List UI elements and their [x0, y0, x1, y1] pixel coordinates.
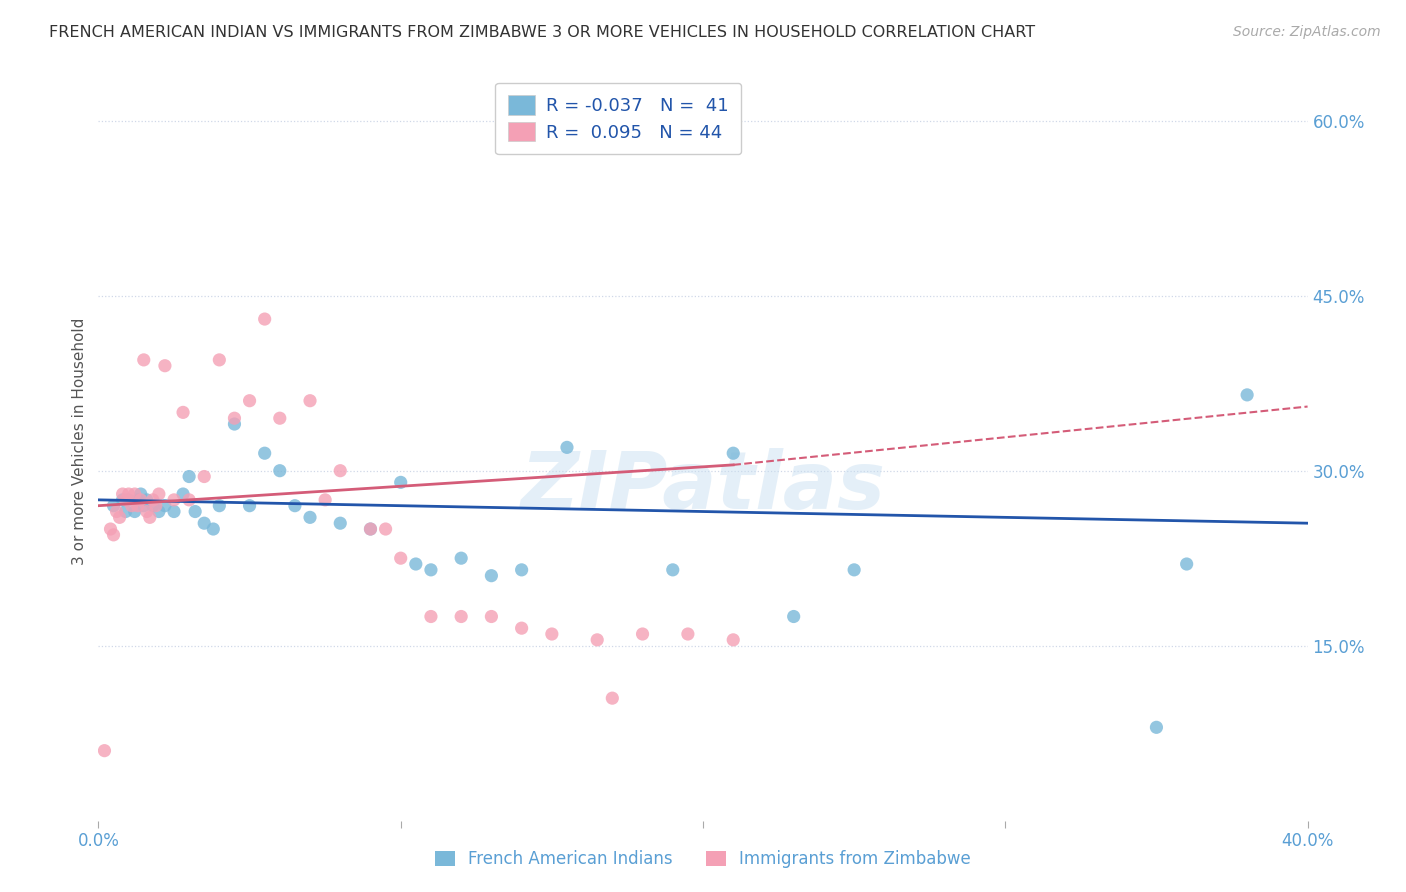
- Point: [723, 632, 745, 647]
- Point: [108, 510, 131, 524]
- Point: [172, 405, 194, 419]
- Point: [450, 551, 472, 566]
- Point: [224, 417, 246, 431]
- Legend: French American Indians, Immigrants from Zimbabwe: French American Indians, Immigrants from…: [426, 842, 980, 877]
- Point: [1236, 388, 1258, 402]
- Point: [1144, 720, 1167, 734]
- Point: [172, 487, 194, 501]
- Point: [239, 393, 262, 408]
- Point: [129, 487, 152, 501]
- Point: [420, 609, 443, 624]
- Point: [114, 504, 136, 518]
- Point: [208, 499, 231, 513]
- Point: [299, 510, 322, 524]
- Point: [420, 563, 443, 577]
- Text: FRENCH AMERICAN INDIAN VS IMMIGRANTS FROM ZIMBABWE 3 OR MORE VEHICLES IN HOUSEHO: FRENCH AMERICAN INDIAN VS IMMIGRANTS FRO…: [49, 25, 1035, 40]
- Point: [1175, 557, 1198, 571]
- Point: [202, 522, 225, 536]
- Point: [124, 504, 146, 518]
- Point: [208, 352, 231, 367]
- Point: [179, 469, 201, 483]
- Point: [135, 492, 157, 507]
- Point: [139, 510, 162, 524]
- Point: [844, 563, 866, 577]
- Point: [118, 492, 141, 507]
- Point: [269, 411, 291, 425]
- Point: [253, 446, 276, 460]
- Text: ZIPatlas: ZIPatlas: [520, 448, 886, 526]
- Point: [103, 528, 125, 542]
- Point: [142, 492, 165, 507]
- Point: [103, 499, 125, 513]
- Point: [129, 492, 152, 507]
- Point: [105, 504, 128, 518]
- Point: [193, 469, 215, 483]
- Point: [314, 492, 336, 507]
- Point: [127, 492, 149, 507]
- Point: [389, 475, 412, 490]
- Point: [676, 627, 699, 641]
- Point: [114, 492, 136, 507]
- Point: [723, 446, 745, 460]
- Point: [224, 411, 246, 425]
- Point: [148, 487, 170, 501]
- Point: [111, 487, 134, 501]
- Point: [602, 691, 624, 706]
- Point: [142, 499, 165, 513]
- Point: [360, 522, 382, 536]
- Point: [540, 627, 562, 641]
- Point: [586, 632, 609, 647]
- Y-axis label: 3 or more Vehicles in Household: 3 or more Vehicles in Household: [72, 318, 87, 566]
- Point: [389, 551, 412, 566]
- Point: [193, 516, 215, 531]
- Point: [661, 563, 683, 577]
- Point: [121, 499, 143, 513]
- Point: [360, 522, 382, 536]
- Point: [153, 359, 176, 373]
- Point: [179, 492, 201, 507]
- Point: [111, 492, 134, 507]
- Point: [100, 522, 122, 536]
- Point: [253, 312, 276, 326]
- Point: [450, 609, 472, 624]
- Point: [374, 522, 396, 536]
- Point: [299, 393, 322, 408]
- Point: [132, 499, 155, 513]
- Point: [405, 557, 427, 571]
- Point: [135, 504, 157, 518]
- Point: [163, 504, 186, 518]
- Point: [269, 464, 291, 478]
- Point: [124, 487, 146, 501]
- Point: [555, 441, 578, 455]
- Point: [163, 492, 186, 507]
- Text: Source: ZipAtlas.com: Source: ZipAtlas.com: [1233, 25, 1381, 39]
- Point: [148, 504, 170, 518]
- Point: [118, 487, 141, 501]
- Point: [153, 499, 176, 513]
- Point: [127, 499, 149, 513]
- Point: [132, 352, 155, 367]
- Point: [329, 464, 352, 478]
- Point: [481, 568, 503, 582]
- Point: [93, 744, 115, 758]
- Point: [510, 621, 533, 635]
- Point: [510, 563, 533, 577]
- Point: [631, 627, 654, 641]
- Point: [184, 504, 207, 518]
- Point: [239, 499, 262, 513]
- Point: [783, 609, 806, 624]
- Point: [329, 516, 352, 531]
- Point: [481, 609, 503, 624]
- Point: [284, 499, 307, 513]
- Point: [145, 499, 167, 513]
